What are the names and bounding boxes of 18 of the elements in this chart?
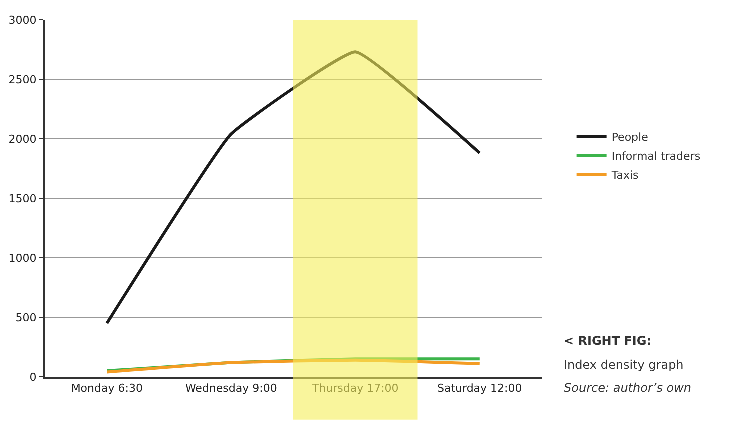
y-tick-label: 0 [30, 370, 37, 384]
legend-label: People [612, 130, 649, 144]
legend-label: Taxis [610, 168, 640, 182]
y-tick-label: 3000 [8, 14, 37, 27]
text: Index density graph [564, 358, 684, 372]
x-tick-label: Thursday 17:00 [311, 382, 399, 396]
legend-label: Informal traders [612, 150, 701, 163]
y-tick-label: 1000 [8, 252, 37, 265]
text: < RIGHT FIG: [564, 334, 652, 348]
x-tick-label: Wednesday 9:00 [185, 382, 278, 396]
y-tick-label: 1500 [8, 192, 37, 206]
x-tick-label: Saturday 12:00 [437, 382, 522, 396]
y-tick-label: 2000 [8, 132, 37, 146]
y-tick-label: 500 [16, 311, 37, 324]
y-tick-label: 2500 [8, 73, 37, 86]
x-tick-label: Monday 6:30 [71, 382, 143, 396]
source-note: Source: author’s own [564, 381, 692, 395]
line-series [106, 50, 482, 325]
